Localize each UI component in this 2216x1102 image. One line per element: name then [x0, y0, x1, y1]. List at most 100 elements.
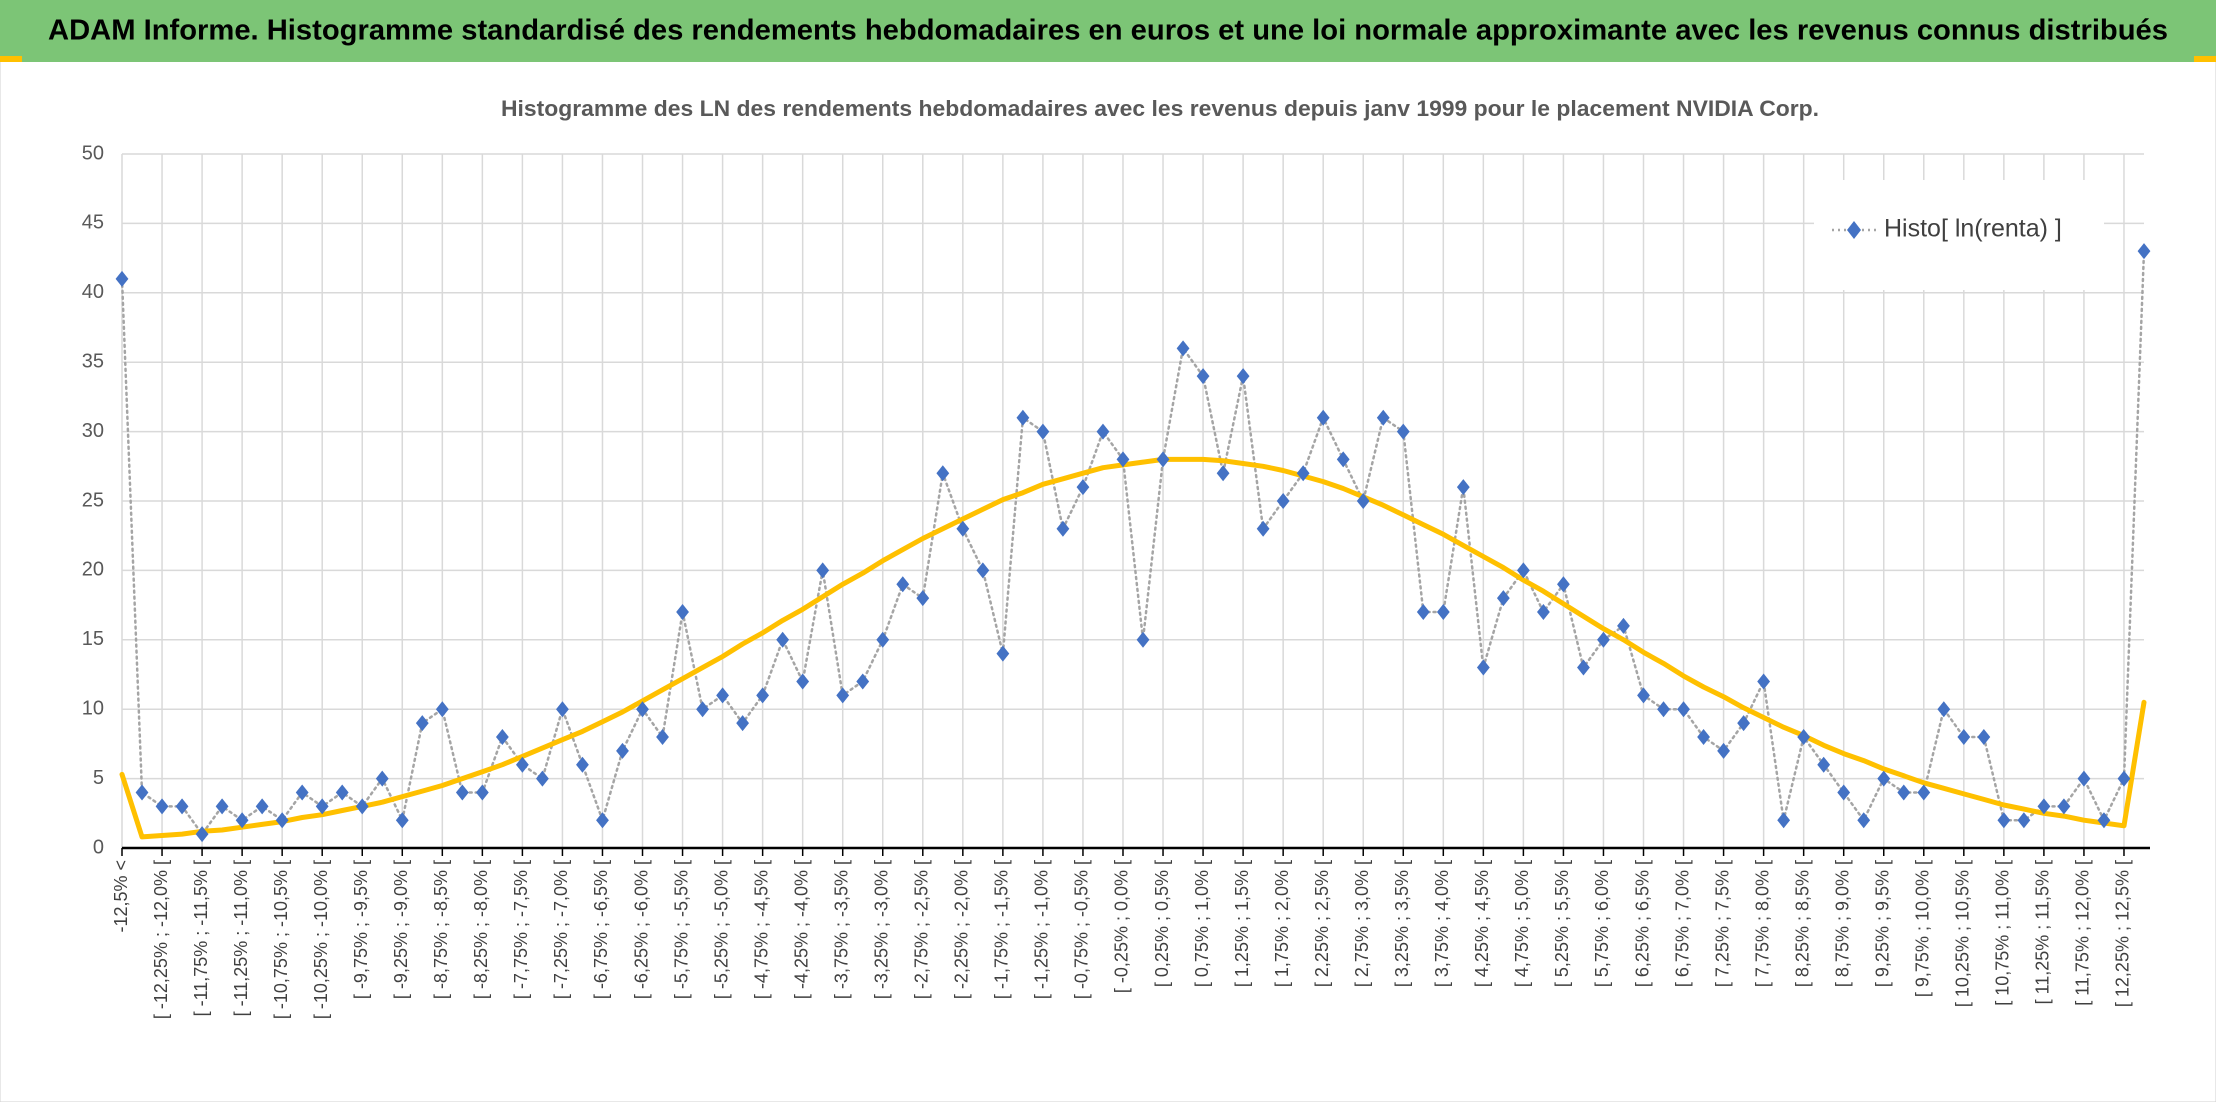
- diamond-marker: [1296, 465, 1310, 482]
- y-tick-label: 15: [82, 628, 104, 650]
- x-tick-label: [ 1,25% ; 1,5% [: [1232, 860, 1252, 987]
- x-tick-label: [ 4,75% ; 5,0% [: [1512, 860, 1532, 987]
- x-tick-label: [ -6,25% ; -6,0% [: [631, 860, 651, 999]
- diamond-marker: [1737, 715, 1751, 732]
- x-tick-label: [ -2,25% ; -2,0% [: [952, 860, 972, 999]
- x-tick-label: [ -10,25% ; -10,0% [: [311, 860, 331, 1019]
- x-tick-label: [ -8,25% ; -8,0% [: [471, 860, 491, 999]
- x-tick-label: [ 5,75% ; 6,0% [: [1592, 860, 1612, 987]
- diamond-marker: [1797, 728, 1811, 745]
- x-tick-label: [ -5,75% ; -5,5% [: [671, 860, 691, 999]
- diamond-marker: [856, 673, 870, 690]
- x-tick-label: [ -1,75% ; -1,5% [: [992, 860, 1012, 999]
- diamond-marker: [415, 715, 429, 732]
- diamond-marker: [135, 784, 149, 801]
- diamond-marker: [1637, 687, 1650, 704]
- diamond-marker: [1717, 742, 1730, 759]
- diamond-marker: [1176, 340, 1190, 357]
- diamond-marker: [1456, 479, 1470, 496]
- diamond-marker: [1957, 728, 1971, 745]
- diamond-marker: [1316, 409, 1330, 426]
- x-tick-label: [ 8,25% ; 8,5% [: [1792, 860, 1812, 987]
- diamond-marker: [1136, 631, 1150, 648]
- x-tick-label: [ -9,25% ; -9,0% [: [391, 860, 411, 999]
- diamond-marker: [876, 631, 890, 648]
- diamond-marker: [2137, 243, 2151, 260]
- diamond-marker: [1036, 423, 1050, 440]
- diamond-marker: [756, 687, 770, 704]
- diamond-marker: [736, 715, 750, 732]
- diamond-marker: [115, 270, 129, 287]
- x-tick-label: [ 7,75% ; 8,0% [: [1752, 860, 1772, 987]
- x-tick-label: [ 3,75% ; 4,0% [: [1432, 860, 1452, 987]
- diamond-marker: [676, 604, 689, 621]
- diamond-marker: [716, 687, 729, 704]
- diamond-marker: [175, 798, 189, 815]
- diamond-marker: [1597, 631, 1610, 648]
- x-tick-label: [ -12,25% ; -12,0% [: [151, 860, 171, 1019]
- x-tick-label: [ -4,25% ; -4,0% [: [791, 860, 811, 999]
- diamond-marker: [1677, 701, 1690, 718]
- diamond-marker: [215, 798, 229, 815]
- x-tick-label: [ -10,75% ; -10,5% [: [271, 860, 291, 1019]
- diamond-marker: [1116, 451, 1130, 468]
- diamond-marker: [1937, 701, 1951, 718]
- x-tick-label: [ 10,25% ; 10,5% [: [1953, 860, 1973, 1007]
- diamond-marker: [1697, 728, 1710, 745]
- x-tick-label: [ 12,25% ; 12,5% [: [2113, 860, 2133, 1007]
- x-tick-label: [ 2,25% ; 2,5% [: [1312, 860, 1332, 987]
- x-tick-label: [ 11,25% ; 11,5% [: [2033, 860, 2053, 1004]
- diamond-marker: [195, 826, 209, 843]
- x-tick-label: [ -3,25% ; -3,0% [: [872, 860, 892, 999]
- x-tick-label: [ 4,25% ; 4,5% [: [1472, 860, 1492, 987]
- x-tick-label: [ -11,25% ; -11,0% [: [231, 860, 251, 1016]
- y-tick-label: 35: [82, 350, 104, 372]
- x-tick-label: [ 9,75% ; 10,0% [: [1913, 860, 1933, 997]
- x-tick-label: [ 9,25% ; 9,5% [: [1872, 860, 1892, 987]
- diamond-marker: [956, 520, 970, 537]
- diamond-marker: [1516, 562, 1530, 579]
- diamond-marker: [455, 784, 469, 801]
- diamond-marker: [596, 812, 609, 829]
- diamond-marker: [315, 798, 329, 815]
- corner-accent: [2194, 56, 2216, 62]
- x-tick-label: [ -7,75% ; -7,5% [: [511, 860, 531, 999]
- diamond-marker: [1496, 590, 1510, 607]
- diamond-marker: [1537, 604, 1550, 621]
- diamond-marker: [435, 701, 449, 718]
- legend-label: Histo[ ln(renta) ]: [1884, 215, 2062, 243]
- diamond-marker: [816, 562, 830, 579]
- y-tick-label: 25: [82, 489, 104, 511]
- x-tick-label: [ 2,75% ; 3,0% [: [1352, 860, 1372, 987]
- diamond-marker: [355, 798, 369, 815]
- diamond-marker: [836, 687, 850, 704]
- diamond-marker: [576, 756, 589, 773]
- diamond-marker: [1657, 701, 1670, 718]
- diamond-marker: [2117, 770, 2131, 787]
- y-tick-label: 20: [82, 559, 104, 581]
- x-tick-label: [ -0,75% ; -0,5% [: [1072, 860, 1092, 999]
- diamond-marker: [1557, 576, 1570, 593]
- x-tick-label: -12,5% <: [111, 860, 131, 933]
- diamond-marker: [2037, 798, 2051, 815]
- corner-accent: [0, 56, 22, 62]
- y-tick-label: 50: [82, 142, 104, 164]
- diamond-marker: [2077, 770, 2091, 787]
- diamond-marker: [255, 798, 269, 815]
- x-tick-label: [ -8,75% ; -8,5% [: [431, 860, 451, 999]
- diamond-marker: [335, 784, 349, 801]
- diamond-marker: [1897, 784, 1911, 801]
- diamond-marker: [475, 784, 489, 801]
- diamond-marker: [616, 742, 629, 759]
- diamond-marker: [1076, 479, 1090, 496]
- y-tick-label: 30: [82, 420, 104, 442]
- diamond-marker: [1016, 409, 1030, 426]
- chart-title: Histogramme des LN des rendements hebdom…: [501, 96, 1819, 121]
- diamond-marker: [1256, 520, 1270, 537]
- x-tick-label: [ 6,75% ; 7,0% [: [1672, 860, 1692, 987]
- x-tick-label: [ -0,25% ; 0,0% [: [1112, 860, 1132, 993]
- x-tick-label: [ 0,75% ; 1,0% [: [1192, 860, 1212, 987]
- diamond-marker: [1577, 659, 1590, 676]
- diamond-marker: [776, 631, 790, 648]
- diamond-marker: [495, 728, 509, 745]
